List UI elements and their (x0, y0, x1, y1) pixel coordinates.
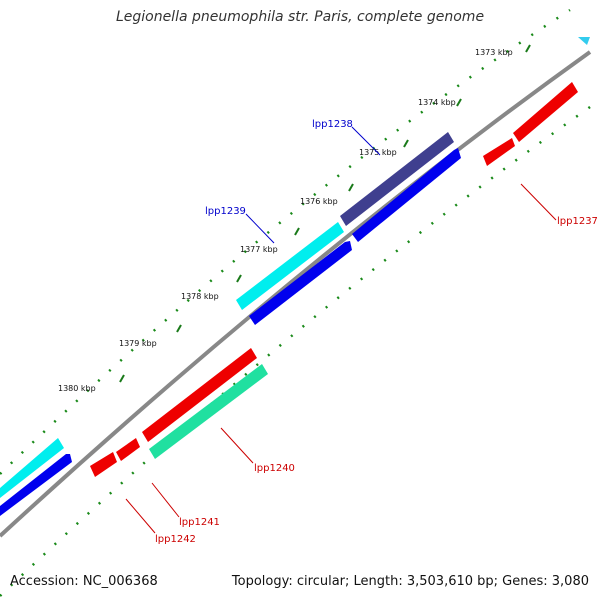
gene-lpp1237-part1[interactable] (513, 82, 578, 142)
outer-dotted-ring (0, 8, 571, 475)
kbp-ticks (119, 44, 531, 383)
gene-unnamed-plus[interactable] (0, 438, 64, 498)
label-lpp1237[interactable]: lpp1237 (557, 216, 598, 227)
scale-label-1380: 1380 kbp (58, 384, 96, 393)
label-lpp1238[interactable]: lpp1238 (312, 119, 353, 130)
gene-lpp1242[interactable] (90, 452, 117, 477)
gene-blue-cds-2[interactable] (249, 241, 352, 325)
scale-label-1374: 1374 kbp (418, 98, 456, 107)
gene-blue-cds-1[interactable] (352, 148, 461, 242)
cyan-marker (578, 37, 590, 45)
gene-red-large[interactable] (142, 348, 257, 442)
scale-label-1377: 1377 kbp (240, 245, 278, 254)
scale-label-1373: 1373 kbp (475, 48, 513, 57)
leader-lines (125, 126, 557, 534)
genome-backbone (0, 50, 592, 538)
gene-lpp1241[interactable] (116, 438, 140, 461)
scale-label-1379: 1379 kbp (119, 339, 157, 348)
gene-lpp1239[interactable] (236, 222, 344, 310)
scale-label-1376: 1376 kbp (300, 197, 338, 206)
label-lpp1242[interactable]: lpp1242 (155, 534, 196, 545)
gene-lpp1238[interactable] (340, 132, 454, 226)
scale-label-1378: 1378 kbp (181, 292, 219, 301)
label-lpp1239[interactable]: lpp1239 (205, 206, 246, 217)
accession-label: Accession: NC_006368 (10, 574, 158, 589)
gene-lpp1240[interactable] (149, 364, 268, 459)
label-lpp1241[interactable]: lpp1241 (179, 517, 220, 528)
map-title: Legionella pneumophila str. Paris, compl… (115, 9, 485, 25)
inner-dotted-ring (0, 98, 600, 597)
topology-label: Topology: circular; Length: 3,503,610 bp… (231, 574, 589, 589)
gene-lpp1237-part2[interactable] (483, 138, 515, 166)
label-lpp1240[interactable]: lpp1240 (254, 463, 295, 474)
gene-blue-cds-3[interactable] (0, 454, 72, 516)
